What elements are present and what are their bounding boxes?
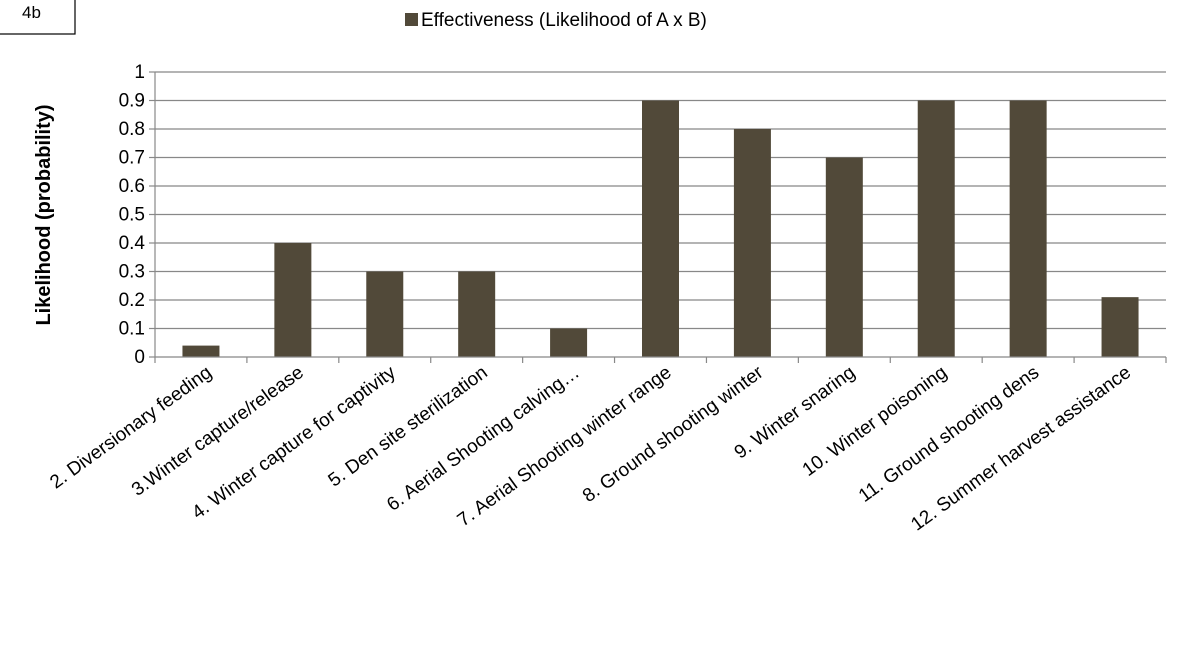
y-tick-label: 0.6 (119, 176, 145, 197)
x-tick-label: 8. Ground shooting winter (579, 362, 768, 507)
legend-swatch (405, 13, 418, 26)
bar (274, 243, 312, 357)
y-tick-label: 0.9 (119, 91, 145, 112)
bar (825, 157, 863, 357)
x-tick-label: 2. Diversionary feeding (46, 362, 216, 493)
y-tick-label: 0.3 (119, 262, 145, 283)
y-tick-label: 0 (134, 347, 145, 368)
bar (733, 129, 771, 357)
figure-badge-box (0, 0, 76, 35)
bar (550, 328, 588, 357)
y-tick-label: 0.7 (119, 148, 145, 169)
y-axis-title: Likelihood (probability) (33, 104, 55, 325)
x-axis (154, 72, 1167, 363)
y-axis-ticks: 0 0.1 0.2 0.3 0.4 0.5 0.6 0.7 0.8 0.9 1 (119, 62, 155, 368)
y-tick-label: 0.5 (119, 205, 145, 226)
bar (182, 345, 220, 357)
x-tick-label: 3.Winter capture/release (128, 362, 308, 501)
x-tick-label: 5. Den site sterilization (325, 362, 492, 491)
bar (1009, 100, 1047, 357)
y-tick-label: 0.4 (119, 233, 146, 254)
legend-label: Effectiveness (Likelihood of A x B) (421, 10, 707, 31)
bars (182, 100, 1139, 357)
bar (366, 271, 404, 357)
bar (458, 271, 496, 357)
x-tick-label: 11. Ground shooting dens (855, 362, 1043, 507)
y-tick-label: 0.2 (119, 290, 145, 311)
figure-badge-label: 4b (22, 3, 41, 22)
y-tick-label: 1 (134, 62, 145, 83)
y-tick-label: 0.1 (119, 319, 145, 340)
y-tick-label: 0.8 (119, 119, 145, 140)
figure-badge: 4b (0, 0, 76, 35)
bar (642, 100, 679, 357)
bar (1101, 297, 1139, 357)
bar (917, 100, 955, 357)
legend: Effectiveness (Likelihood of A x B) (405, 10, 707, 31)
